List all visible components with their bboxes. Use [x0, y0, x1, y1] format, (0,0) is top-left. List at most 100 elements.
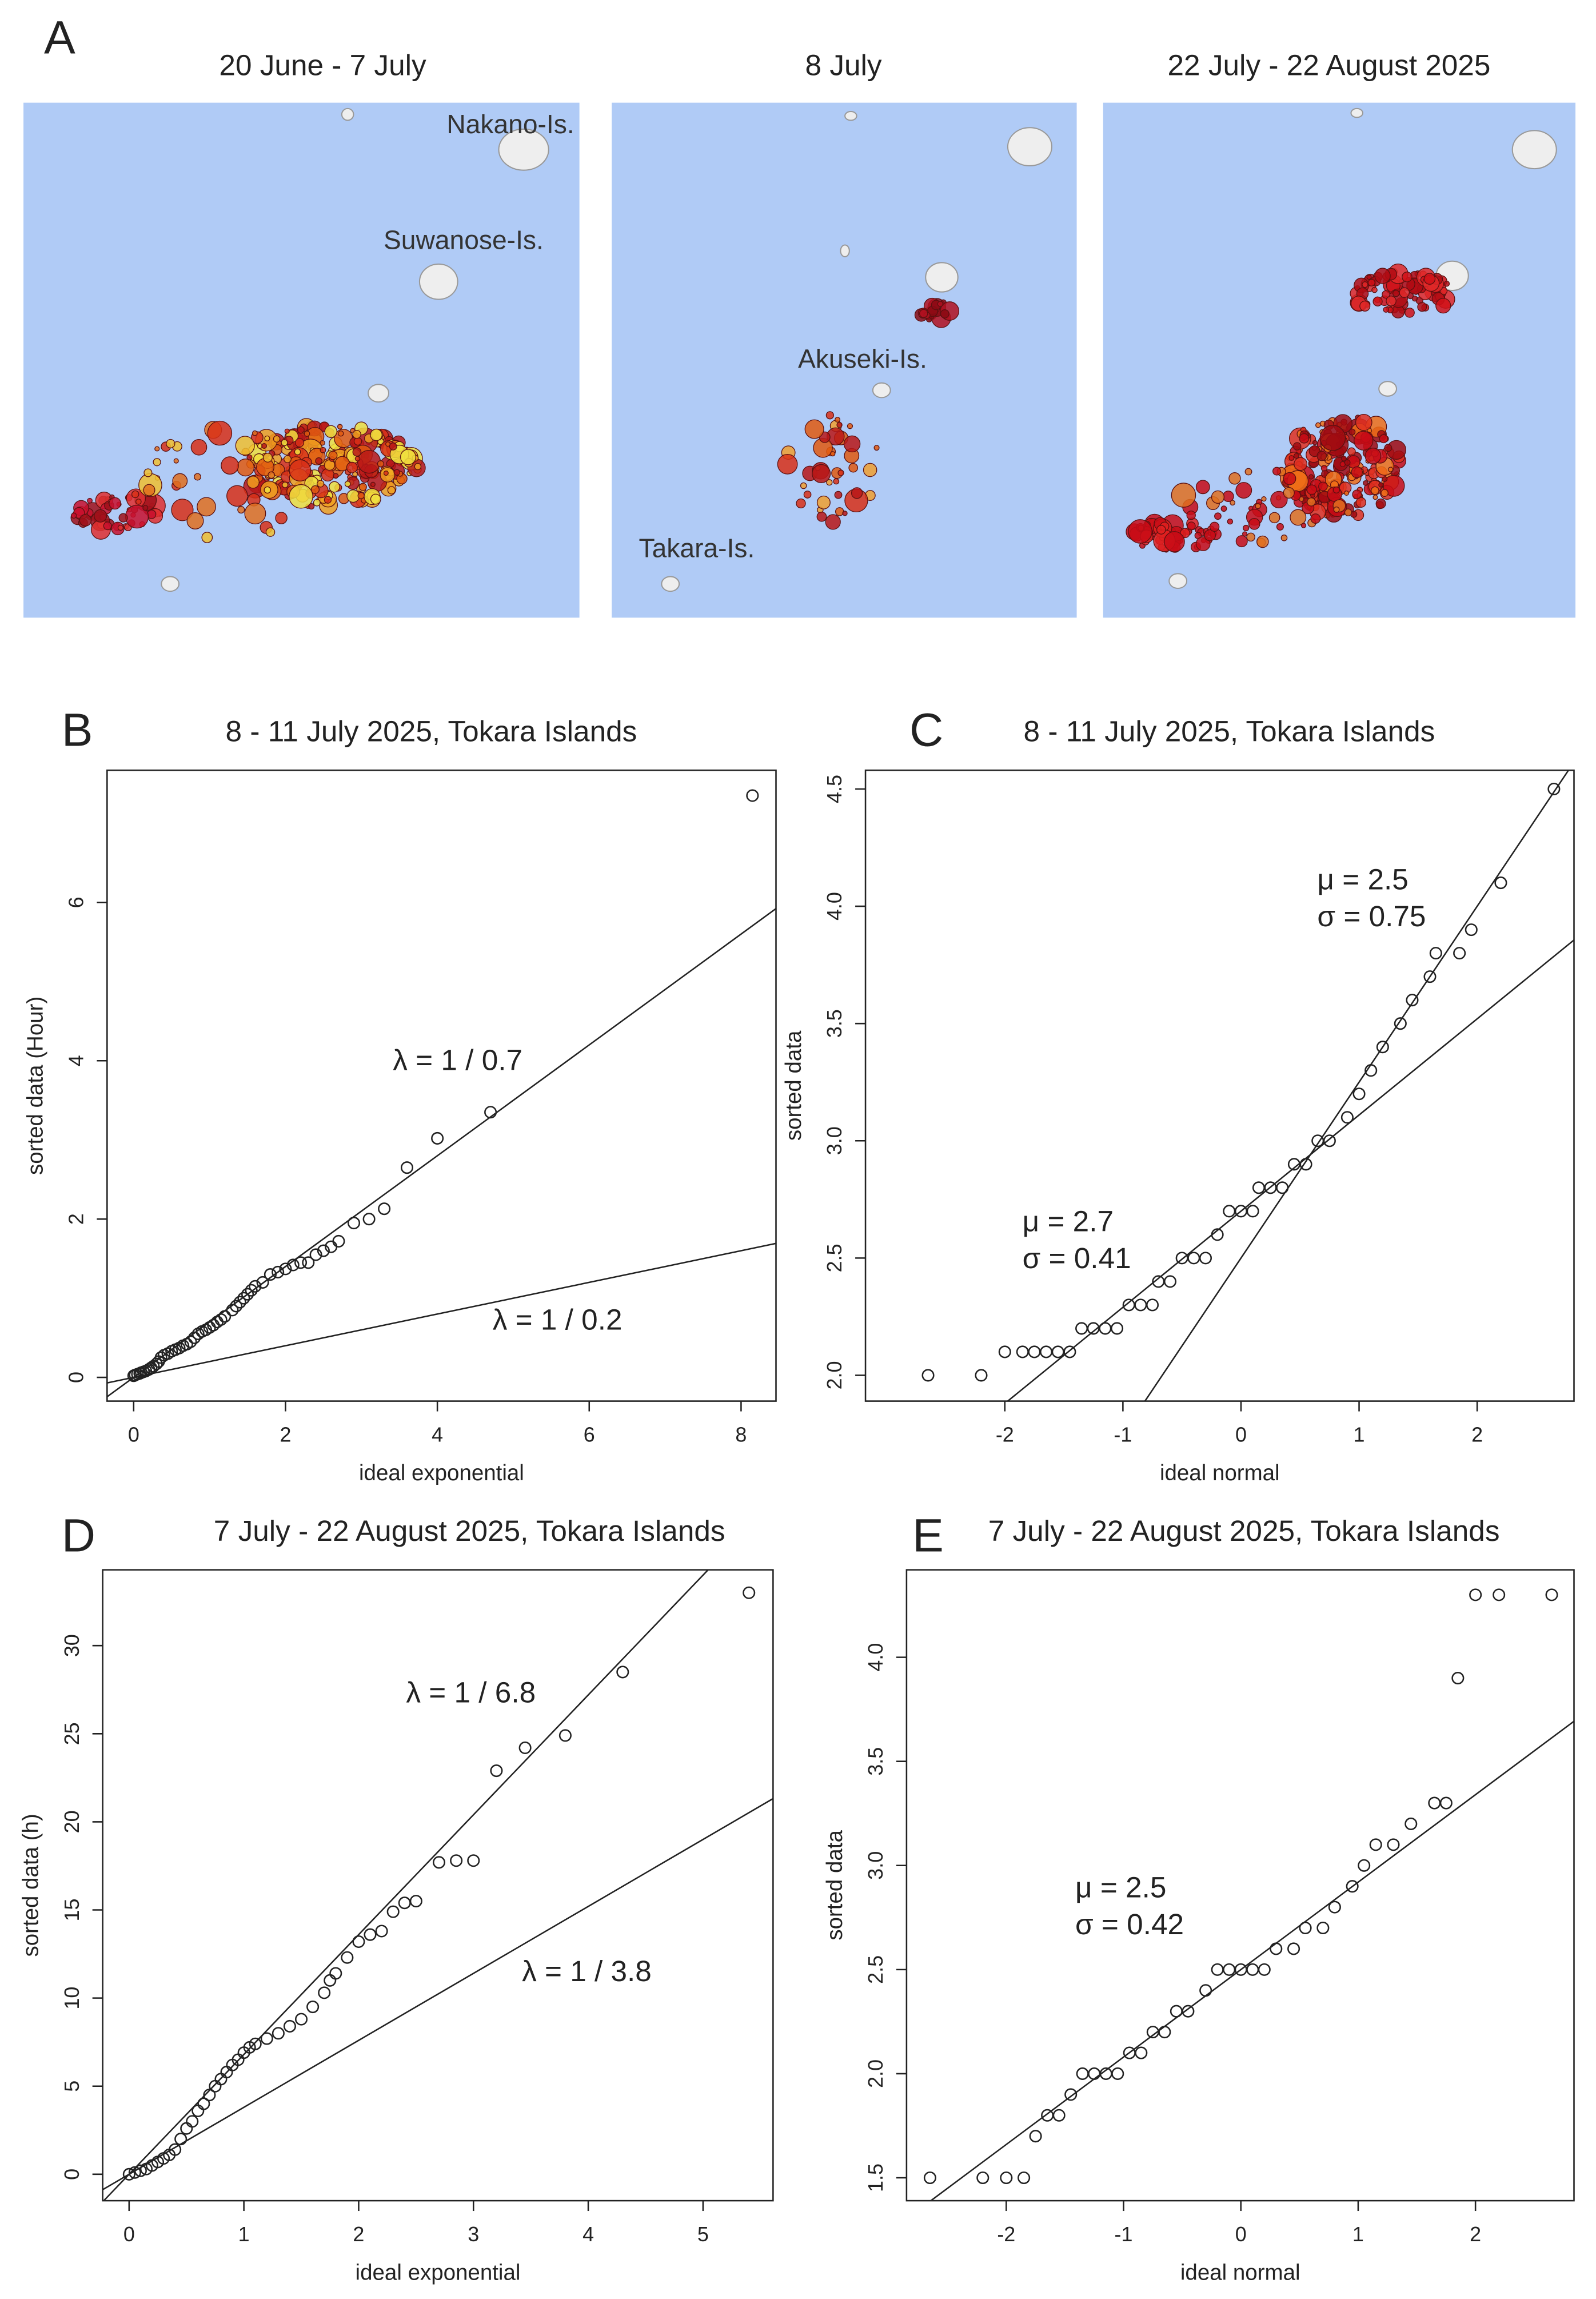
y-tick-label: 1.5: [864, 2163, 887, 2192]
data-point: [467, 1854, 480, 1867]
quake-dot: [308, 503, 315, 510]
x-axis-label: ideal exponential: [359, 1461, 524, 1485]
data-point: [302, 1256, 315, 1269]
data-point: [218, 1310, 232, 1323]
data-point: [1146, 1298, 1159, 1312]
panel-label: D: [62, 1509, 95, 1561]
quake-dot: [1367, 278, 1375, 286]
data-point: [432, 1856, 446, 1869]
quake-dot: [1272, 467, 1282, 476]
data-point: [1376, 1041, 1389, 1054]
data-point: [378, 1202, 391, 1216]
data-point: [518, 1741, 532, 1755]
y-tick-label: 3.0: [864, 1851, 887, 1880]
plot-frame: [905, 1569, 1575, 2202]
data-point: [1076, 2067, 1089, 2080]
quake-dot: [1383, 306, 1389, 313]
y-tick-label: 0: [64, 1372, 87, 1383]
map-title: 8 July: [805, 49, 882, 82]
qq-plot: 7 July - 22 August 2025, Tokara Islands i…: [19, 1515, 774, 2285]
data-point: [1134, 1298, 1147, 1312]
quake-dot: [826, 479, 833, 486]
quake-dot: [237, 506, 245, 514]
data-point: [1029, 2130, 1042, 2143]
quake-dot: [1347, 447, 1356, 456]
data-point: [1405, 1817, 1418, 1830]
data-point: [245, 1284, 258, 1297]
data-point: [1323, 1134, 1336, 1147]
quake-dot: [194, 473, 202, 481]
quake-dot: [207, 420, 233, 446]
quake-dot: [400, 449, 417, 465]
qq-plot: 8 - 11 July 2025, Tokara Islands ideal ex…: [23, 715, 777, 1485]
data-point: [174, 2133, 187, 2146]
panel-label: B: [62, 704, 93, 756]
quake-dot: [1312, 440, 1318, 445]
quake-dot: [337, 430, 344, 437]
quake-dot: [281, 439, 288, 447]
island: [161, 576, 180, 592]
island: [498, 128, 549, 171]
data-point: [558, 1729, 572, 1742]
data-point: [1052, 2109, 1066, 2122]
y-tick-label: 4: [64, 1055, 87, 1066]
data-point: [923, 2171, 936, 2185]
island: [872, 382, 891, 399]
data-point: [364, 1928, 377, 1941]
quake-dot: [1128, 519, 1152, 544]
quake-dot: [1268, 512, 1280, 524]
x-tick-label: 0: [128, 1423, 139, 1447]
quake-dot: [1363, 480, 1368, 486]
quake-dot: [834, 491, 843, 499]
data-point: [1547, 782, 1561, 796]
quake-dot: [357, 492, 365, 500]
quake-dot: [354, 456, 361, 461]
data-point: [286, 1258, 300, 1272]
quake-dot: [825, 514, 841, 530]
data-point: [186, 2115, 199, 2128]
quake-dot: [264, 486, 272, 494]
quake-dot: [1164, 531, 1185, 552]
y-tick-label: 2.5: [823, 1244, 846, 1272]
data-point: [1088, 2067, 1101, 2080]
data-point: [1040, 1345, 1053, 1358]
island: [844, 110, 857, 121]
data-point: [324, 1974, 337, 1987]
x-axis-label: ideal normal: [1160, 1461, 1280, 1485]
quake-dot: [190, 439, 208, 456]
data-point: [1246, 1205, 1259, 1218]
x-tick-label: 0: [1235, 1423, 1247, 1447]
data-point: [743, 1586, 756, 1599]
quake-dot: [1261, 496, 1267, 502]
quake-dot: [1354, 431, 1374, 451]
quake-dot: [1435, 298, 1451, 314]
line-annotation: σ = 0.41: [1023, 1242, 1131, 1274]
data-point: [1358, 1859, 1371, 1872]
data-point: [1387, 1838, 1400, 1851]
data-point: [1270, 1942, 1283, 1955]
quake-dot: [337, 424, 343, 430]
data-point: [209, 2079, 222, 2093]
quake-dot: [1214, 512, 1222, 520]
quake-dot: [226, 485, 248, 507]
island-label: Takara-Is.: [639, 533, 755, 563]
data-point: [249, 2037, 262, 2050]
data-point: [1000, 2171, 1013, 2185]
line-annotation: μ = 2.5: [1317, 863, 1408, 896]
quake-dot: [837, 469, 844, 476]
quake-dot: [201, 532, 213, 543]
quake-dot: [1187, 521, 1196, 531]
quake-dot: [297, 426, 305, 434]
fit-line: [107, 1242, 776, 1384]
data-point: [237, 1292, 250, 1305]
data-point: [1175, 1252, 1188, 1265]
data-point: [1041, 2109, 1054, 2122]
quake-dot: [321, 468, 335, 482]
quake-dot: [289, 484, 313, 509]
quake-dot: [1230, 500, 1236, 506]
island: [661, 576, 680, 592]
quake-dot: [171, 499, 194, 521]
data-point: [1316, 1921, 1330, 1935]
qq-plot: 7 July - 22 August 2025, Tokara Islands i…: [823, 1515, 1575, 2285]
quake-dot: [848, 463, 859, 473]
